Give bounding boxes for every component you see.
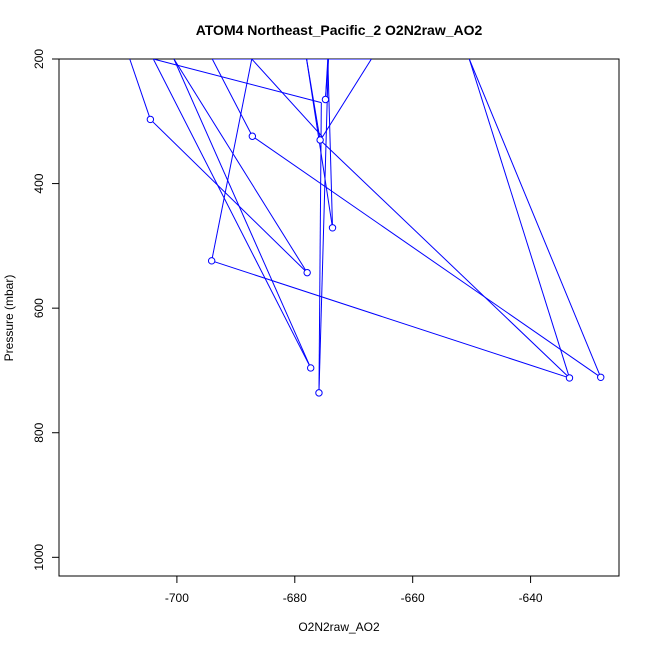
y-tick-label: 400 xyxy=(32,173,46,193)
data-point xyxy=(248,132,257,140)
series-line-segment xyxy=(319,139,570,379)
data-point xyxy=(565,374,574,382)
series-line-segment xyxy=(173,59,308,273)
series-line-segment xyxy=(468,59,602,378)
series-line-segment xyxy=(251,59,323,138)
data-point xyxy=(321,95,330,104)
y-axis: 200 400 600 800 1000 xyxy=(32,49,60,571)
series-line-segment xyxy=(150,119,308,274)
series-line-segment xyxy=(129,59,151,120)
data-point xyxy=(328,224,337,232)
series-line-segment xyxy=(318,59,329,393)
plot-area xyxy=(129,59,605,397)
x-tick-label: -700 xyxy=(165,591,189,605)
y-tick-label: 600 xyxy=(32,298,46,318)
data-point xyxy=(303,268,311,277)
x-tick-label: -680 xyxy=(283,591,307,605)
data-point xyxy=(597,373,605,381)
series-line-segment xyxy=(211,260,570,379)
data-point xyxy=(146,115,155,124)
series-line-segment xyxy=(306,59,321,141)
data-point xyxy=(207,257,216,265)
series-line-segment xyxy=(173,59,312,369)
series-line-segment xyxy=(324,59,329,100)
y-tick-label: 1000 xyxy=(32,544,46,571)
series-line-segment xyxy=(153,59,322,104)
series-line-segment xyxy=(322,59,372,138)
series-line-segment xyxy=(211,59,253,137)
y-tick-label: 800 xyxy=(32,422,46,442)
y-tick-label: 200 xyxy=(32,49,46,69)
series-line-segment xyxy=(468,59,570,379)
data-point xyxy=(316,136,324,144)
x-tick-label: -660 xyxy=(401,591,425,605)
x-axis: -700 -680 -660 -640 xyxy=(165,575,543,605)
series-line-segment xyxy=(211,59,253,261)
series-line-segment xyxy=(252,135,602,378)
x-tick-label: -640 xyxy=(519,591,543,605)
plot-frame xyxy=(58,58,620,577)
y-axis-label: Pressure (mbar) xyxy=(2,275,16,362)
x-axis-label: O2N2raw_AO2 xyxy=(298,620,380,634)
data-point xyxy=(307,364,315,372)
series-line-segment xyxy=(152,59,312,369)
series-line-segment xyxy=(327,59,334,228)
data-point xyxy=(315,389,323,397)
chart-title: ATOM4 Northeast_Pacific_2 O2N2raw_AO2 xyxy=(196,22,483,38)
